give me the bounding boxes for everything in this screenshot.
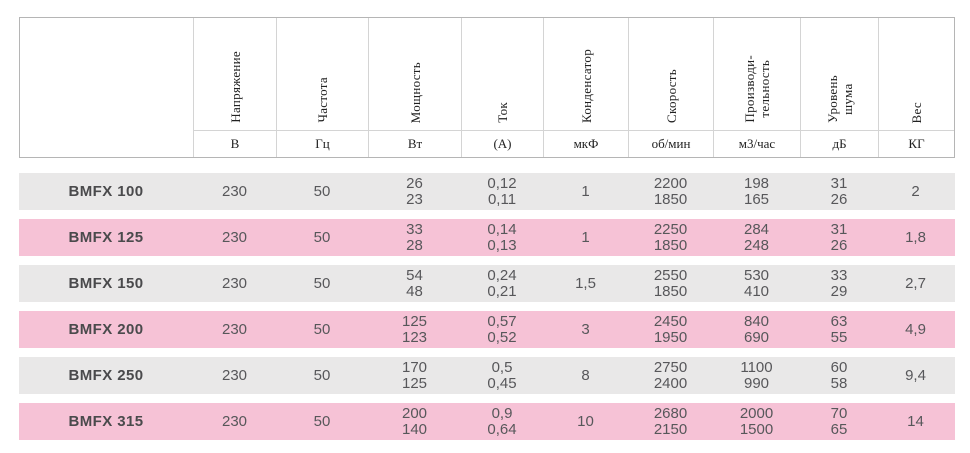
table-row-bmfx-150: BMFX 150 230 50 54 48 0,24 0,21 1,5 2550…	[19, 265, 955, 302]
value-cell: 50	[313, 320, 331, 338]
col-header-label: Вес	[909, 101, 924, 123]
col-header-frequency: Частота	[277, 18, 369, 130]
model-cell: BMFX 125	[68, 228, 144, 246]
value-cell: 2200 1850	[653, 174, 688, 208]
value-cell: 170 125	[401, 358, 428, 392]
value-cell: 2250 1850	[653, 220, 688, 254]
value-cell: 0,9 0,64	[487, 404, 517, 438]
col-unit-capacitor: мкФ	[544, 130, 629, 157]
col-header-speed: Скорость	[629, 18, 714, 130]
col-unit-noise-level: дБ	[801, 130, 879, 157]
value-cell: 230	[221, 320, 248, 338]
value-cell: 4,9	[905, 320, 926, 338]
col-header-power: Мощность	[369, 18, 462, 130]
model-cell: BMFX 100	[68, 182, 144, 200]
value-cell: 63 55	[830, 312, 848, 346]
table-row-bmfx-200: BMFX 200 230 50 125 123 0,57 0,52 3 2450…	[19, 311, 955, 348]
table-row-bmfx-250: BMFX 250 230 50 170 125 0,5 0,45 8 2750 …	[19, 357, 955, 394]
col-header-current: Ток	[462, 18, 544, 130]
value-cell: 0,57 0,52	[487, 312, 517, 346]
col-unit-power: Вт	[369, 130, 462, 157]
value-cell: 9,4	[905, 366, 926, 384]
value-cell: 54 48	[406, 266, 423, 300]
col-header-airflow: Производи- тельность	[714, 18, 801, 130]
value-cell: 26 23	[406, 174, 423, 208]
col-header-label: Мощность	[407, 61, 423, 123]
value-cell: 0,5 0,45	[487, 358, 517, 392]
col-unit-airflow: м3/час	[714, 130, 801, 157]
value-cell: 1	[581, 182, 590, 200]
col-header-label: Уровень шума	[824, 75, 855, 123]
value-cell: 0,12 0,11	[487, 174, 517, 208]
value-cell: 125 123	[401, 312, 428, 346]
col-header-label: Ток	[495, 102, 510, 123]
value-cell: 33 29	[830, 266, 848, 300]
value-cell: 200 140	[401, 404, 428, 438]
value-cell: 2,7	[905, 274, 926, 292]
table-row-bmfx-315: BMFX 315 230 50 200 140 0,9 0,64 10 2680…	[19, 403, 955, 440]
value-cell: 1,5	[575, 274, 596, 292]
value-cell: 2680 2150	[653, 404, 688, 438]
table-header: Напряжение Частота Мощность Ток Конденса…	[19, 17, 955, 158]
value-cell: 10	[577, 412, 594, 430]
value-cell: 230	[221, 366, 248, 384]
col-unit-speed: об/мин	[629, 130, 714, 157]
col-unit-voltage: В	[194, 130, 277, 157]
table-row-bmfx-125: BMFX 125 230 50 33 28 0,14 0,13 1 2250 1…	[19, 219, 955, 256]
col-header-label: Напряжение	[227, 51, 243, 123]
value-cell: 2750 2400	[653, 358, 688, 392]
value-cell: 50	[313, 228, 331, 246]
spec-table: Напряжение Частота Мощность Ток Конденса…	[19, 17, 955, 440]
value-cell: 60 58	[830, 358, 848, 392]
value-cell: 2450 1950	[653, 312, 688, 346]
col-header-label: Частота	[315, 77, 330, 123]
value-cell: 50	[313, 182, 331, 200]
value-cell: 50	[313, 412, 331, 430]
value-cell: 230	[221, 228, 248, 246]
col-unit-frequency: Гц	[277, 130, 369, 157]
value-cell: 3	[581, 320, 590, 338]
value-cell: 230	[221, 412, 248, 430]
value-cell: 70 65	[830, 404, 848, 438]
col-header-label: Скорость	[663, 69, 679, 123]
value-cell: 284 248	[743, 220, 770, 254]
col-header-label: Производи- тельность	[742, 55, 772, 123]
value-cell: 1100 990	[740, 358, 773, 392]
value-cell: 530 410	[743, 266, 770, 300]
value-cell: 1	[581, 228, 590, 246]
col-header-voltage: Напряжение	[194, 18, 277, 130]
value-cell: 230	[221, 182, 248, 200]
col-header-label: Конденсатор	[578, 49, 594, 123]
value-cell: 8	[581, 366, 590, 384]
value-cell: 1,8	[905, 228, 926, 246]
value-cell: 33 28	[406, 220, 423, 254]
corner-cell	[20, 18, 194, 157]
value-cell: 50	[313, 366, 331, 384]
value-cell: 2	[911, 182, 920, 200]
col-header-noise-level: Уровень шума	[801, 18, 879, 130]
value-cell: 0,14 0,13	[487, 220, 517, 254]
value-cell: 31 26	[830, 220, 848, 254]
model-cell: BMFX 315	[68, 412, 144, 430]
value-cell: 50	[313, 274, 331, 292]
value-cell: 0,24 0,21	[487, 266, 517, 300]
model-cell: BMFX 150	[68, 274, 144, 292]
col-header-capacitor: Конденсатор	[544, 18, 629, 130]
value-cell: 31 26	[830, 174, 848, 208]
value-cell: 840 690	[743, 312, 770, 346]
model-cell: BMFX 250	[68, 366, 144, 384]
value-cell: 198 165	[743, 174, 770, 208]
value-cell: 2550 1850	[653, 266, 688, 300]
col-header-weight: Вес	[879, 18, 954, 130]
value-cell: 2000 1500	[739, 404, 774, 438]
model-cell: BMFX 200	[68, 320, 144, 338]
col-unit-weight: КГ	[879, 130, 954, 157]
col-unit-current: (А)	[462, 130, 544, 157]
value-cell: 230	[221, 274, 248, 292]
table-row-bmfx-100: BMFX 100 230 50 26 23 0,12 0,11 1 2200 1…	[19, 173, 955, 210]
value-cell: 14	[907, 412, 924, 430]
